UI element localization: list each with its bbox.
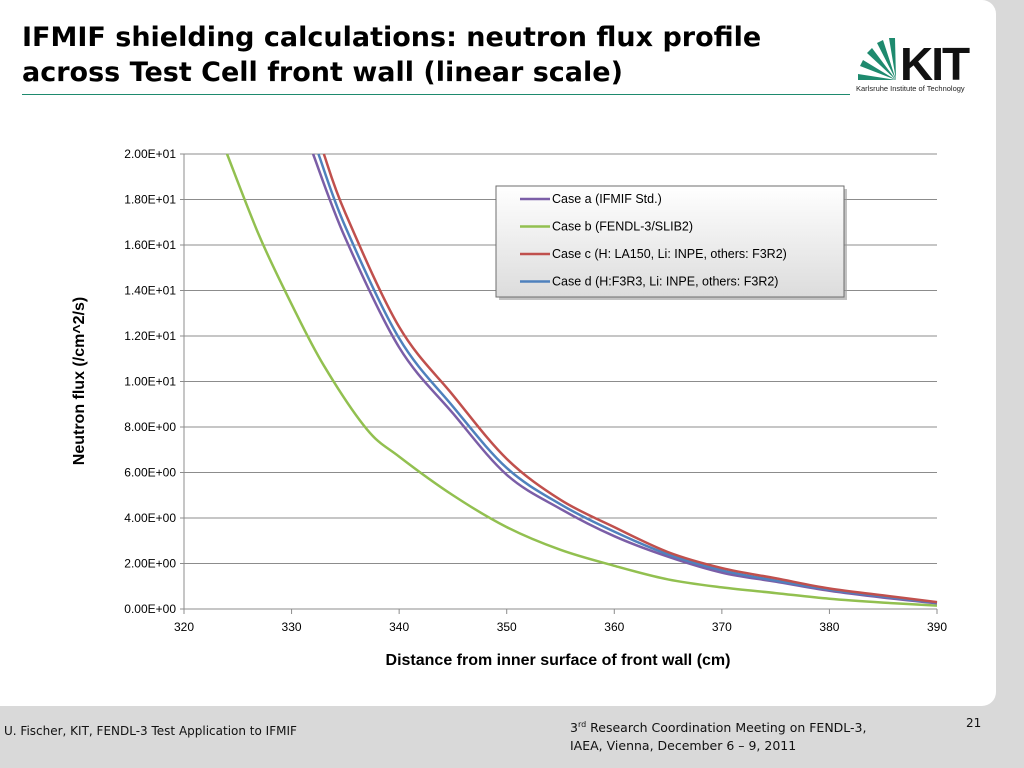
y-tick-label: 2.00E+01 bbox=[124, 147, 176, 161]
legend-box bbox=[495, 185, 845, 298]
title-divider bbox=[22, 94, 850, 95]
slide-title-line1: IFMIF shielding calculations: neutron fl… bbox=[22, 22, 762, 53]
flux-chart: 0.00E+00 2.00E+00 4.00E+00 6.00E+00 8.00E+00… bbox=[71, 147, 947, 669]
x-tick-label: 390 bbox=[927, 620, 947, 634]
footer-meeting: 3rd Research Coordination Meeting on FEN… bbox=[570, 716, 960, 755]
y-tick-labels: 0.00E+00 2.00E+00 4.00E+00 6.00E+00 8.00E+00… bbox=[124, 147, 176, 616]
series-line-b bbox=[225, 153, 938, 607]
footer-meeting-line1: 3rd Research Coordination Meeting on FEN… bbox=[570, 716, 960, 737]
slide-title: IFMIF shielding calculations: neutron fl… bbox=[22, 20, 842, 90]
x-tick-label: 320 bbox=[174, 620, 194, 634]
chart-legend: Case a (IFMIF Std.) Case b (FENDL-3/SLIB2… bbox=[495, 185, 847, 300]
kit-logo-subtitle: Karlsruhe Institute of Technology bbox=[856, 84, 965, 93]
x-axis-label: Distance from inner surface of front wal… bbox=[386, 652, 731, 669]
series-line-c bbox=[322, 153, 938, 604]
y-tick-label: 0.00E+00 bbox=[124, 602, 176, 616]
footer-author: U. Fischer, KIT, FENDL-3 Test Applicatio… bbox=[4, 724, 297, 738]
x-tick-label: 360 bbox=[604, 620, 624, 634]
y-tick-label: 1.40E+01 bbox=[124, 284, 176, 298]
x-tick-label: 330 bbox=[282, 620, 302, 634]
kit-logo-rays bbox=[858, 38, 896, 80]
kit-logo-lettering: KIT bbox=[900, 38, 970, 90]
legend-entry: Case d (H:F3R3, Li: INPE, others: F3R2) bbox=[552, 275, 778, 289]
y-tick-label: 1.60E+01 bbox=[124, 238, 176, 252]
meeting-title: Research Coordination Meeting on FENDL-3… bbox=[586, 720, 867, 736]
x-tick-label: 350 bbox=[497, 620, 517, 634]
y-tick-label: 1.20E+01 bbox=[124, 329, 176, 343]
slide: IFMIF shielding calculations: neutron fl… bbox=[0, 0, 996, 706]
slide-title-line2: across Test Cell front wall (linear scal… bbox=[22, 57, 623, 88]
page-number: 21 bbox=[966, 716, 982, 730]
chart-axes bbox=[180, 153, 938, 614]
x-tick-label: 340 bbox=[389, 620, 409, 634]
kit-logo: KIT bbox=[858, 38, 972, 90]
x-tick-label: 380 bbox=[819, 620, 839, 634]
y-tick-label: 1.80E+01 bbox=[124, 193, 176, 207]
chart-series bbox=[225, 153, 938, 607]
y-tick-label: 6.00E+00 bbox=[124, 466, 176, 480]
legend-entry: Case c (H: LA150, Li: INPE, others: F3R2… bbox=[552, 247, 787, 261]
y-tick-label: 1.00E+01 bbox=[124, 375, 176, 389]
legend-entry: Case a (IFMIF Std.) bbox=[552, 192, 662, 206]
x-tick-label: 370 bbox=[712, 620, 732, 634]
y-tick-label: 8.00E+00 bbox=[124, 420, 176, 434]
y-axis-label: Neutron flux (/cm^2/s) bbox=[71, 297, 88, 465]
legend-entry: Case b (FENDL-3/SLIB2) bbox=[552, 220, 693, 234]
x-tick-labels: 320 330 340 350 360 370 380 390 bbox=[174, 620, 947, 634]
footer-meeting-line2: IAEA, Vienna, December 6 – 9, 2011 bbox=[570, 738, 797, 754]
y-tick-label: 4.00E+00 bbox=[124, 511, 176, 525]
y-tick-label: 2.00E+00 bbox=[124, 557, 176, 571]
meeting-ordinal: 3 bbox=[570, 720, 578, 736]
meeting-ordinal-suffix: rd bbox=[577, 720, 587, 729]
